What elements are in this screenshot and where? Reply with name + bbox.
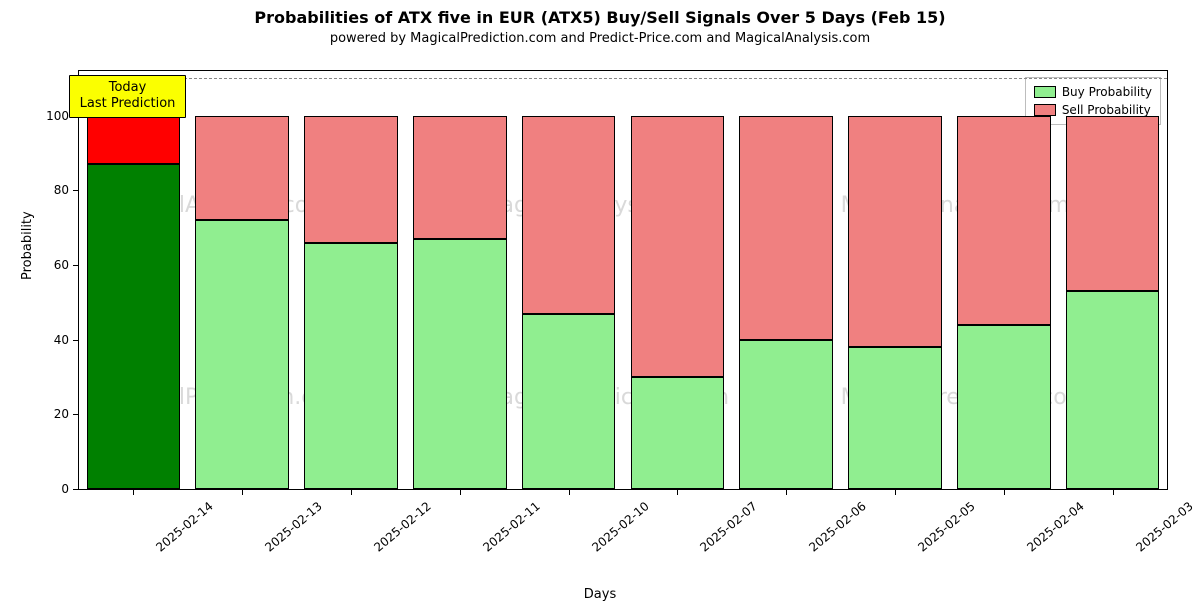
y-axis-label: Probability (20, 211, 35, 280)
xtick (1004, 489, 1005, 495)
bar-buy (957, 325, 1051, 489)
bar-sell (195, 116, 289, 221)
xtick-label: 2025-02-11 (480, 499, 542, 555)
bar-sell (522, 116, 616, 314)
bar-buy (848, 347, 942, 489)
chart-subtitle: powered by MagicalPrediction.com and Pre… (0, 31, 1200, 46)
plot-container: MagicalAnalysis.comMagicalAnalysis.comMa… (78, 70, 1168, 490)
xtick (895, 489, 896, 495)
xtick-label: 2025-02-04 (1024, 499, 1086, 555)
bar-buy (195, 220, 289, 489)
xtick-label: 2025-02-12 (371, 499, 433, 555)
xtick (1113, 489, 1114, 495)
xtick-label: 2025-02-14 (154, 499, 216, 555)
bar-buy (413, 239, 507, 489)
bar-sell (304, 116, 398, 243)
xtick (242, 489, 243, 495)
xtick (133, 489, 134, 495)
bar-buy (739, 340, 833, 489)
xtick (460, 489, 461, 495)
bar-sell (848, 116, 942, 347)
threshold-line (79, 78, 1167, 79)
bar-sell (957, 116, 1051, 325)
bar-buy (522, 314, 616, 489)
bar-sell (1066, 116, 1160, 291)
bar-buy (1066, 291, 1160, 489)
ytick-label: 20 (54, 407, 79, 421)
bar-buy (304, 243, 398, 489)
bar-buy (87, 164, 181, 489)
legend-item-buy: Buy Probability (1034, 83, 1152, 101)
xtick (786, 489, 787, 495)
ytick-label: 40 (54, 333, 79, 347)
xtick-label: 2025-02-06 (807, 499, 869, 555)
bar-sell (739, 116, 833, 340)
xtick-label: 2025-02-13 (263, 499, 325, 555)
swatch-icon (1034, 104, 1056, 116)
ytick-label: 60 (54, 258, 79, 272)
xtick-label: 2025-02-03 (1133, 499, 1195, 555)
bar-buy (631, 377, 725, 489)
ytick-label: 80 (54, 183, 79, 197)
xtick (351, 489, 352, 495)
xtick-label: 2025-02-05 (915, 499, 977, 555)
annotation-line: Today (80, 80, 176, 96)
legend-label: Buy Probability (1062, 83, 1152, 101)
xtick (677, 489, 678, 495)
swatch-icon (1034, 86, 1056, 98)
xtick-label: 2025-02-10 (589, 499, 651, 555)
xtick (569, 489, 570, 495)
chart-title: Probabilities of ATX five in EUR (ATX5) … (0, 8, 1200, 27)
xtick-label: 2025-02-07 (698, 499, 760, 555)
today-annotation: TodayLast Prediction (69, 75, 187, 117)
plot-area: MagicalAnalysis.comMagicalAnalysis.comMa… (78, 70, 1168, 490)
ytick-label: 0 (61, 482, 79, 496)
annotation-line: Last Prediction (80, 96, 176, 112)
bar-sell (631, 116, 725, 377)
bar-sell (413, 116, 507, 239)
